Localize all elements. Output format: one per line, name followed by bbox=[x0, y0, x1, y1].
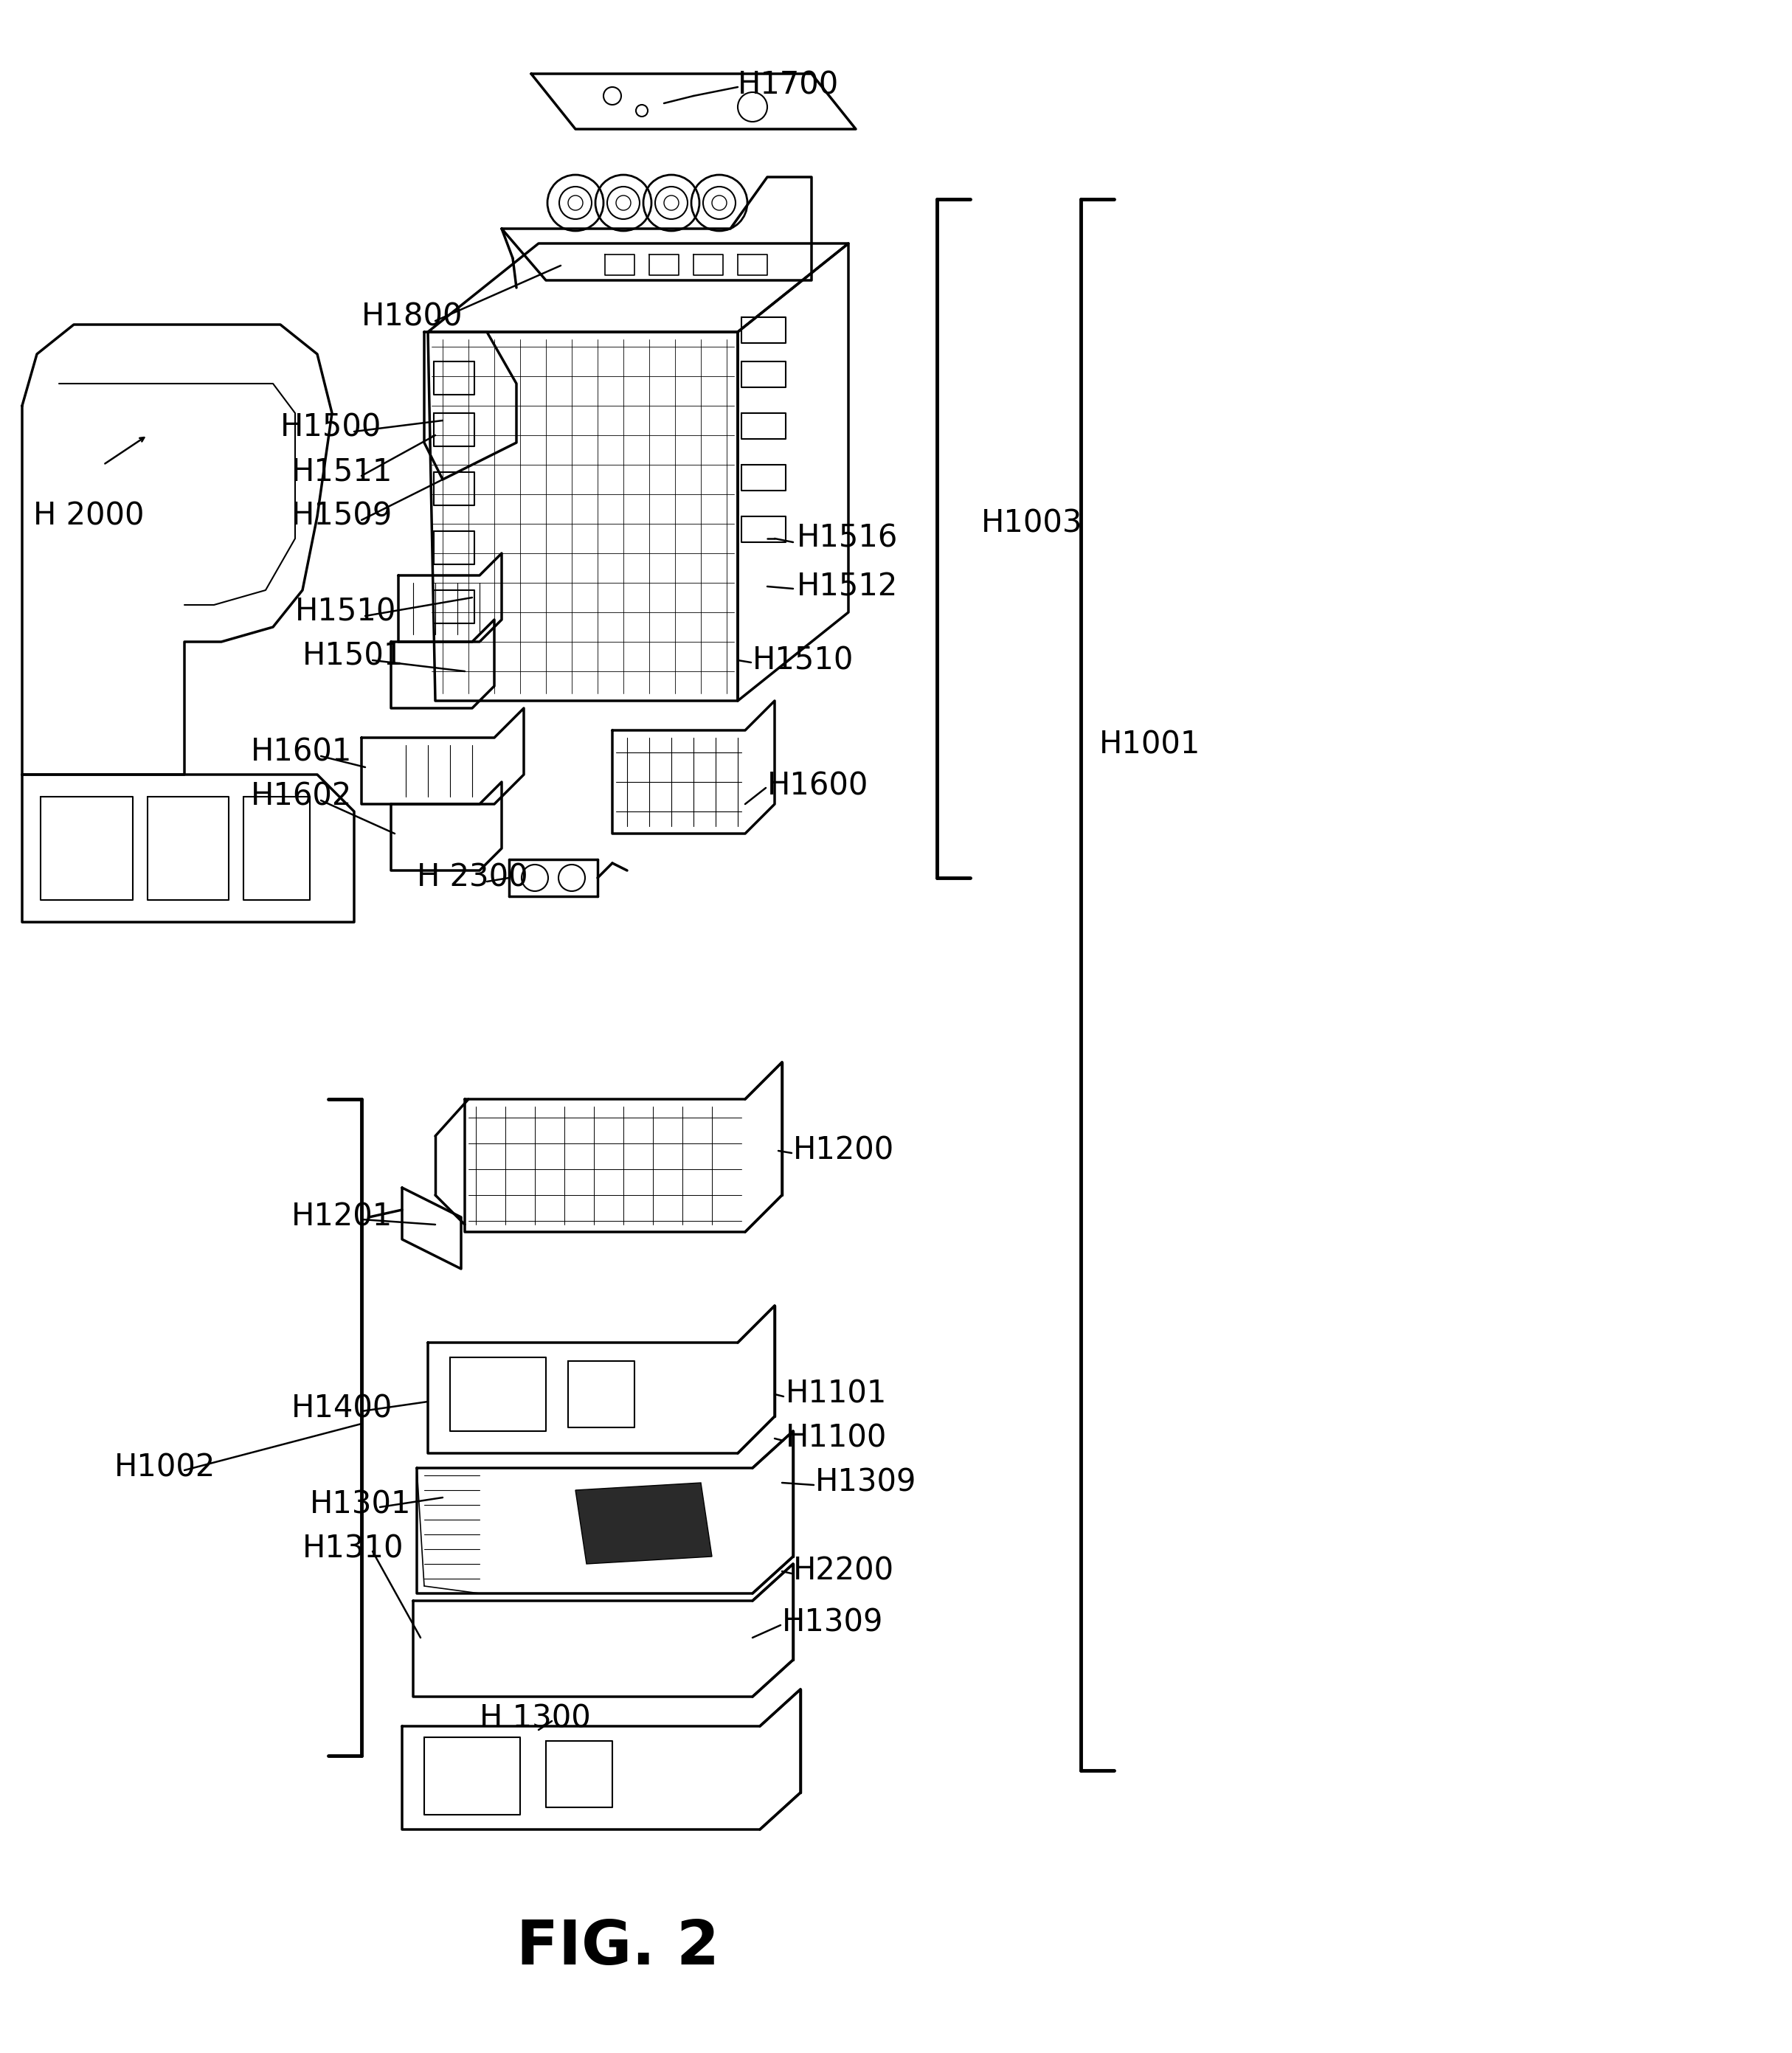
Text: H1512: H1512 bbox=[797, 571, 898, 602]
Text: H1511: H1511 bbox=[292, 456, 392, 489]
Text: H1101: H1101 bbox=[785, 1380, 887, 1410]
Text: H1310: H1310 bbox=[303, 1534, 403, 1564]
Polygon shape bbox=[575, 1482, 711, 1564]
Text: H1309: H1309 bbox=[781, 1607, 883, 1638]
Text: H1700: H1700 bbox=[738, 70, 839, 101]
Text: H1201: H1201 bbox=[292, 1201, 392, 1232]
Text: H1301: H1301 bbox=[310, 1488, 412, 1521]
Text: H1509: H1509 bbox=[292, 501, 392, 532]
Text: H1510: H1510 bbox=[296, 597, 396, 628]
Text: H1600: H1600 bbox=[767, 770, 869, 801]
Text: H1516: H1516 bbox=[797, 524, 898, 554]
Text: H1309: H1309 bbox=[815, 1468, 916, 1499]
Text: H1002: H1002 bbox=[115, 1454, 215, 1484]
Text: H1400: H1400 bbox=[292, 1394, 392, 1425]
Text: H 1300: H 1300 bbox=[480, 1704, 591, 1735]
Text: H1001: H1001 bbox=[1098, 729, 1201, 760]
Text: H 2300: H 2300 bbox=[418, 862, 529, 893]
Text: H1501: H1501 bbox=[303, 641, 403, 671]
Text: H1800: H1800 bbox=[362, 302, 462, 333]
Text: H1100: H1100 bbox=[785, 1423, 887, 1454]
Text: H1500: H1500 bbox=[280, 413, 382, 443]
Text: H1003: H1003 bbox=[982, 509, 1082, 540]
Text: H 2000: H 2000 bbox=[34, 501, 143, 532]
Text: FIG. 2: FIG. 2 bbox=[516, 1918, 719, 1977]
Text: H1510: H1510 bbox=[753, 645, 853, 675]
Text: H2200: H2200 bbox=[794, 1556, 894, 1587]
Text: H1200: H1200 bbox=[794, 1135, 894, 1166]
Text: H1601: H1601 bbox=[251, 737, 353, 768]
Text: H1602: H1602 bbox=[251, 782, 351, 813]
